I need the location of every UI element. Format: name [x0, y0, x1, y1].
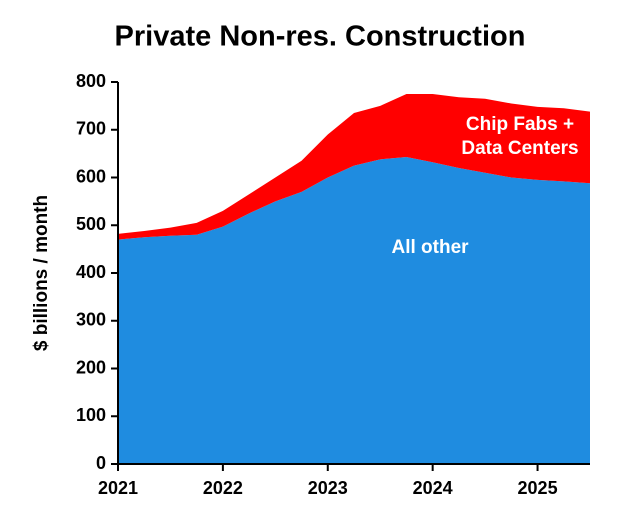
y-tick-label: 300 [76, 310, 106, 330]
x-tick-label: 2021 [98, 478, 138, 498]
y-tick-label: 200 [76, 357, 106, 377]
y-tick-label: 400 [76, 262, 106, 282]
y-axis-label: $ billions / month [31, 195, 52, 351]
x-tick-label: 2023 [308, 478, 348, 498]
x-tick-label: 2025 [518, 478, 558, 498]
x-tick-label: 2024 [413, 478, 453, 498]
y-tick-label: 700 [76, 119, 106, 139]
y-tick-label: 800 [76, 71, 106, 91]
series-label: All other [391, 237, 469, 258]
area [118, 93, 590, 240]
area [118, 156, 590, 464]
chart-title: Private Non-res. Construction [115, 21, 526, 53]
y-tick-label: 600 [76, 166, 106, 186]
series-label: Chip Fabs + Data Centers [461, 114, 579, 159]
y-tick-label: 100 [76, 405, 106, 425]
y-tick-label: 500 [76, 214, 106, 234]
x-tick-label: 2022 [203, 478, 243, 498]
y-tick-label: 0 [96, 453, 106, 473]
